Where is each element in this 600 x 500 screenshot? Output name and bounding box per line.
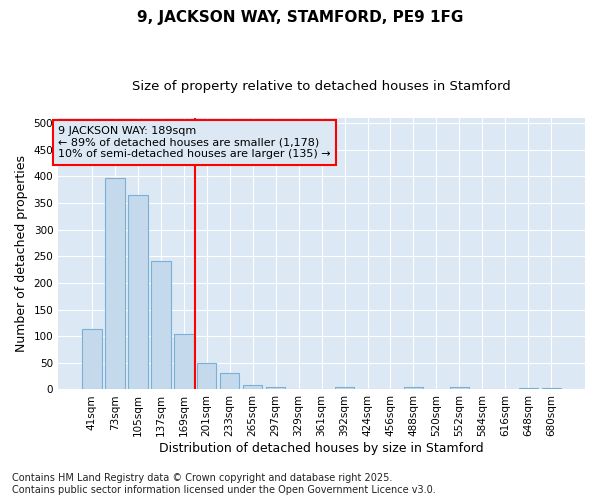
Bar (404, 387, 423, 390)
Bar (174, 334, 194, 390)
Bar (105, 178, 125, 390)
Bar (82, 330, 101, 390)
Y-axis label: Number of detached properties: Number of detached properties (15, 155, 28, 352)
Bar (542, 388, 561, 390)
Bar (266, 387, 286, 390)
Bar (449, 387, 469, 390)
Bar (518, 388, 538, 390)
Bar (128, 195, 148, 390)
Text: Contains HM Land Registry data © Crown copyright and database right 2025.
Contai: Contains HM Land Registry data © Crown c… (12, 474, 436, 495)
Text: 9 JACKSON WAY: 189sqm
← 89% of detached houses are smaller (1,178)
10% of semi-d: 9 JACKSON WAY: 189sqm ← 89% of detached … (58, 126, 331, 159)
X-axis label: Distribution of detached houses by size in Stamford: Distribution of detached houses by size … (159, 442, 484, 455)
Bar (220, 374, 239, 390)
Bar (243, 385, 262, 390)
Title: Size of property relative to detached houses in Stamford: Size of property relative to detached ho… (132, 80, 511, 93)
Bar (335, 387, 355, 390)
Bar (197, 363, 217, 390)
Bar (151, 260, 170, 390)
Text: 9, JACKSON WAY, STAMFORD, PE9 1FG: 9, JACKSON WAY, STAMFORD, PE9 1FG (137, 10, 463, 25)
